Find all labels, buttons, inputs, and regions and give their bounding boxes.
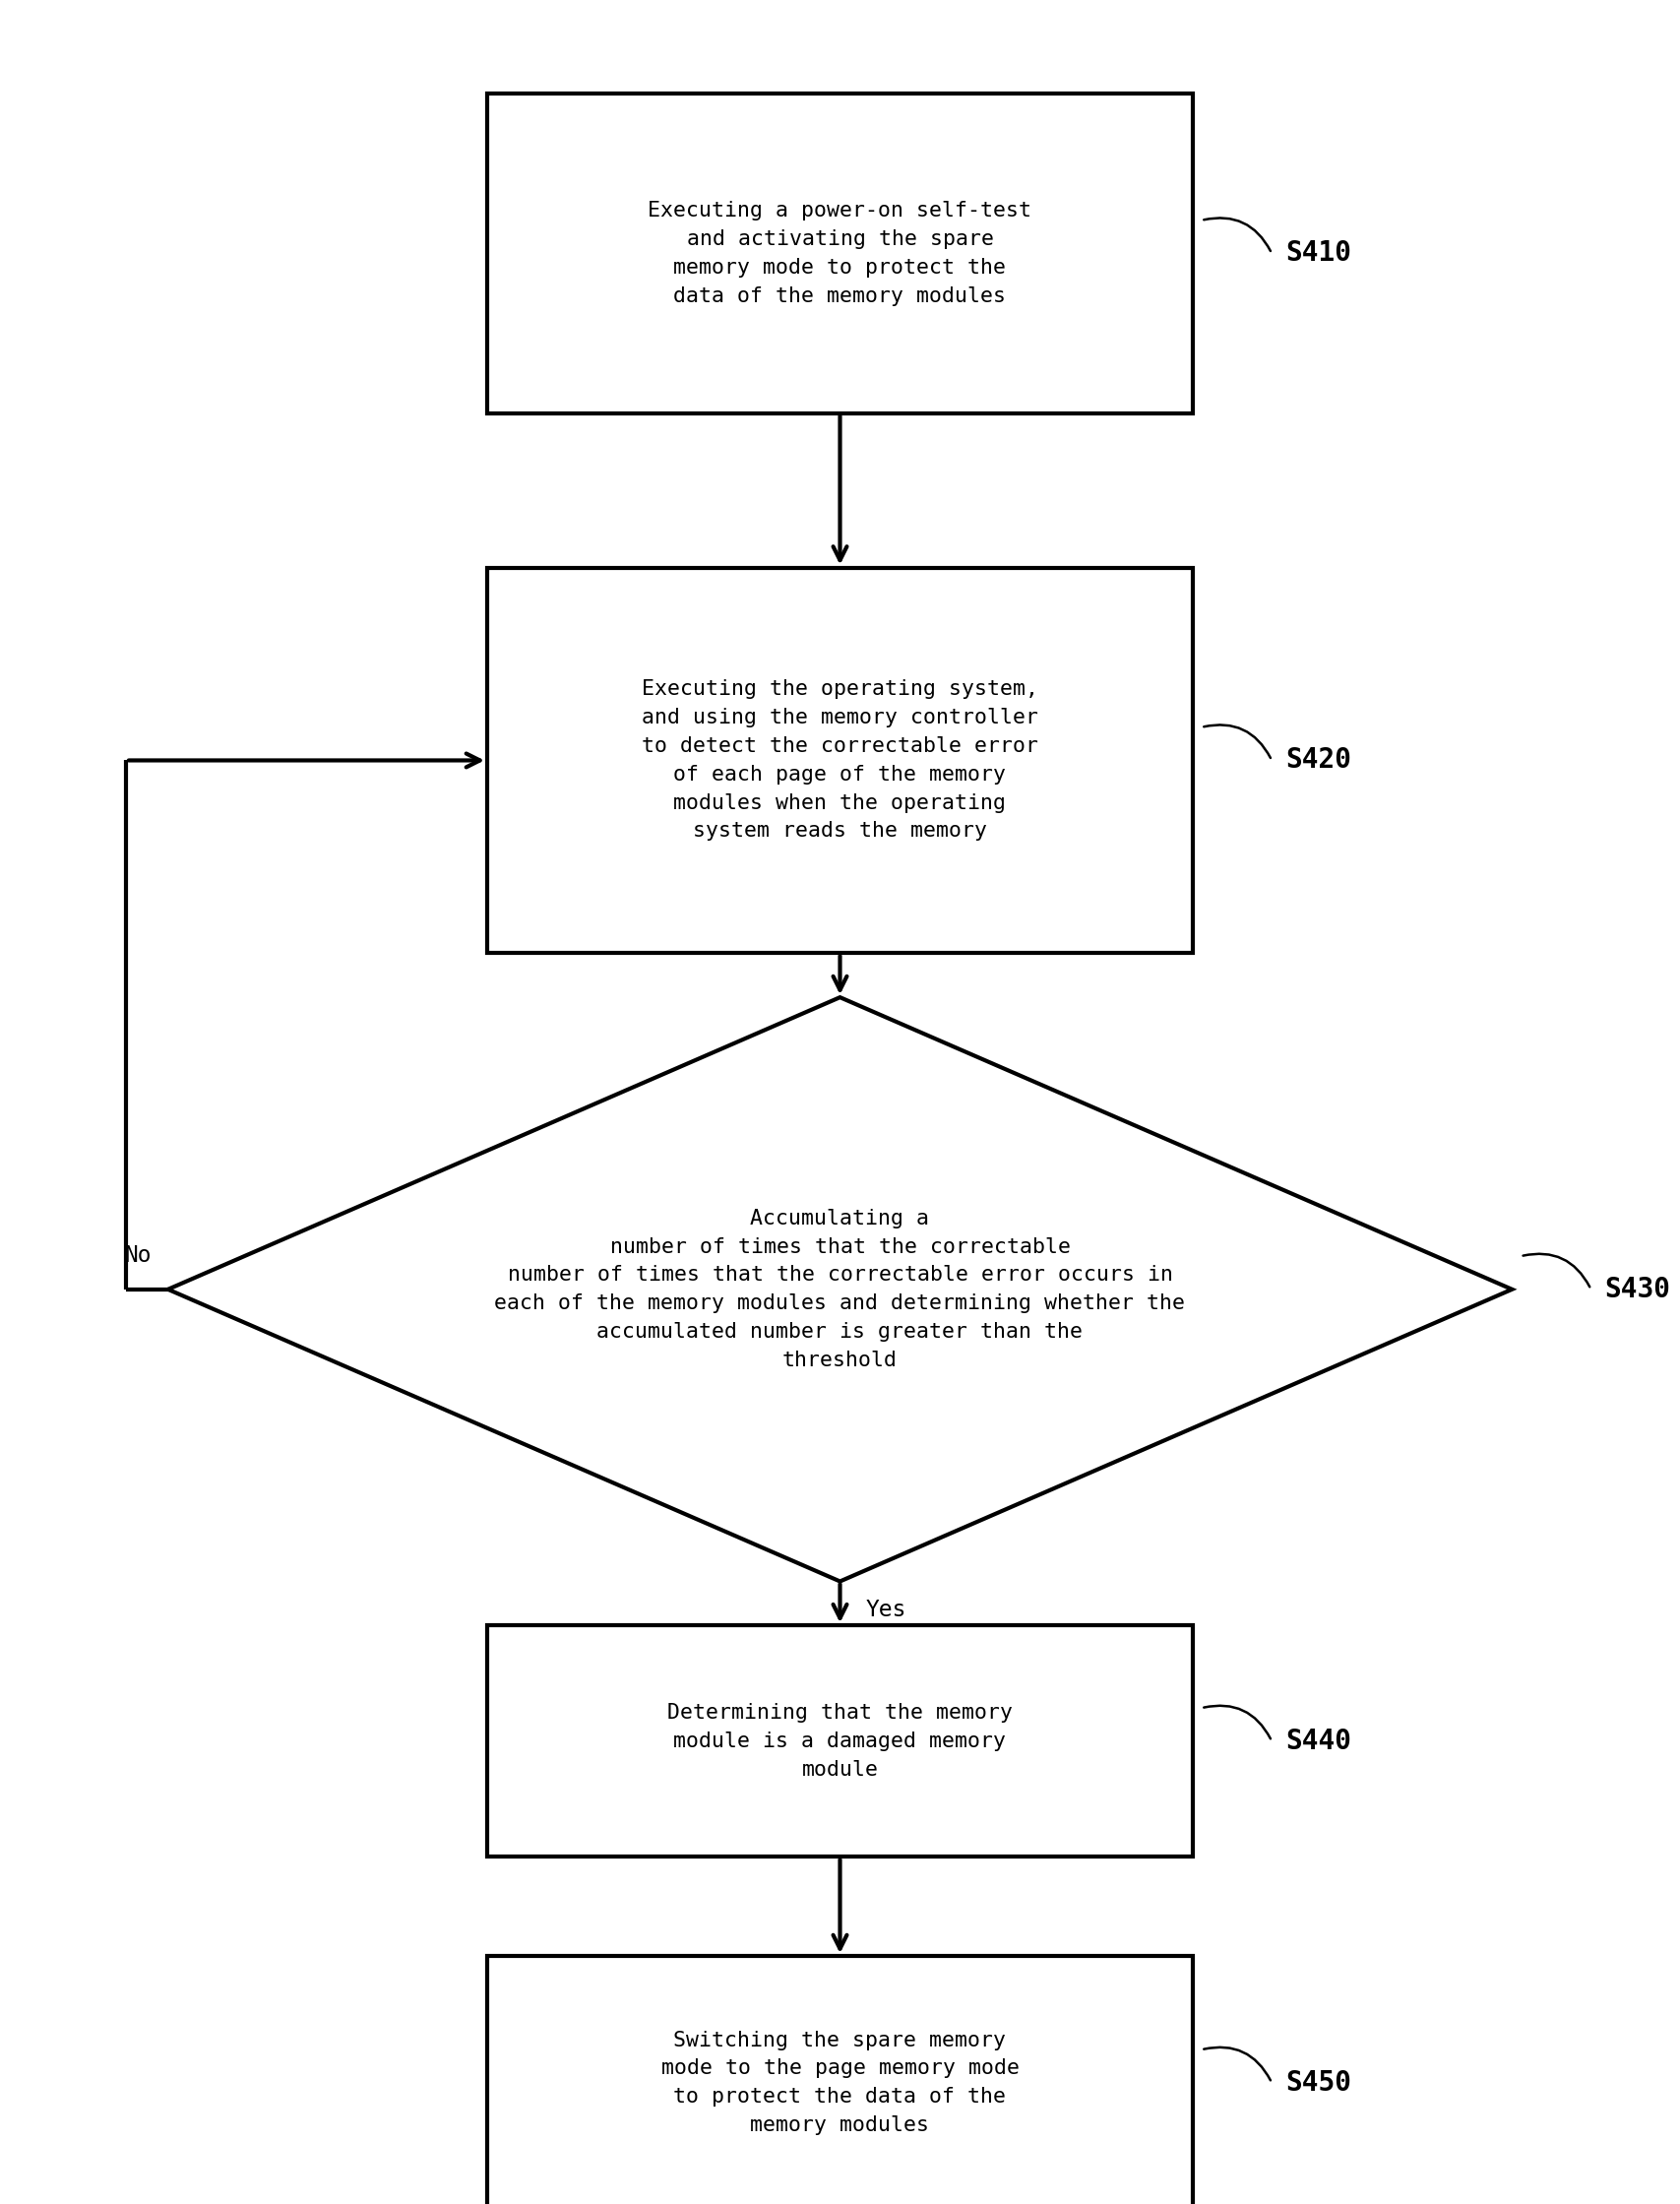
- Text: S420: S420: [1285, 747, 1351, 774]
- Text: Switching the spare memory
mode to the page memory mode
to protect the data of t: Switching the spare memory mode to the p…: [660, 2030, 1020, 2136]
- FancyBboxPatch shape: [487, 1957, 1193, 2204]
- FancyBboxPatch shape: [487, 1627, 1193, 1856]
- Text: S440: S440: [1285, 1728, 1351, 1754]
- Polygon shape: [168, 996, 1512, 1582]
- FancyBboxPatch shape: [487, 93, 1193, 414]
- Text: S450: S450: [1285, 2070, 1351, 2096]
- Text: Determining that the memory
module is a damaged memory
module: Determining that the memory module is a …: [667, 1704, 1013, 1779]
- Text: Executing a power-on self-test
and activating the spare
memory mode to protect t: Executing a power-on self-test and activ…: [648, 201, 1032, 306]
- Text: S430: S430: [1604, 1276, 1670, 1303]
- FancyBboxPatch shape: [487, 569, 1193, 954]
- Text: Yes: Yes: [865, 1600, 906, 1622]
- Text: Executing the operating system,
and using the memory controller
to detect the co: Executing the operating system, and usin…: [642, 679, 1038, 842]
- Text: Accumulating a
number of times that the correctable
number of times that the cor: Accumulating a number of times that the …: [494, 1208, 1186, 1371]
- Text: S410: S410: [1285, 240, 1351, 267]
- Text: No: No: [124, 1245, 151, 1267]
